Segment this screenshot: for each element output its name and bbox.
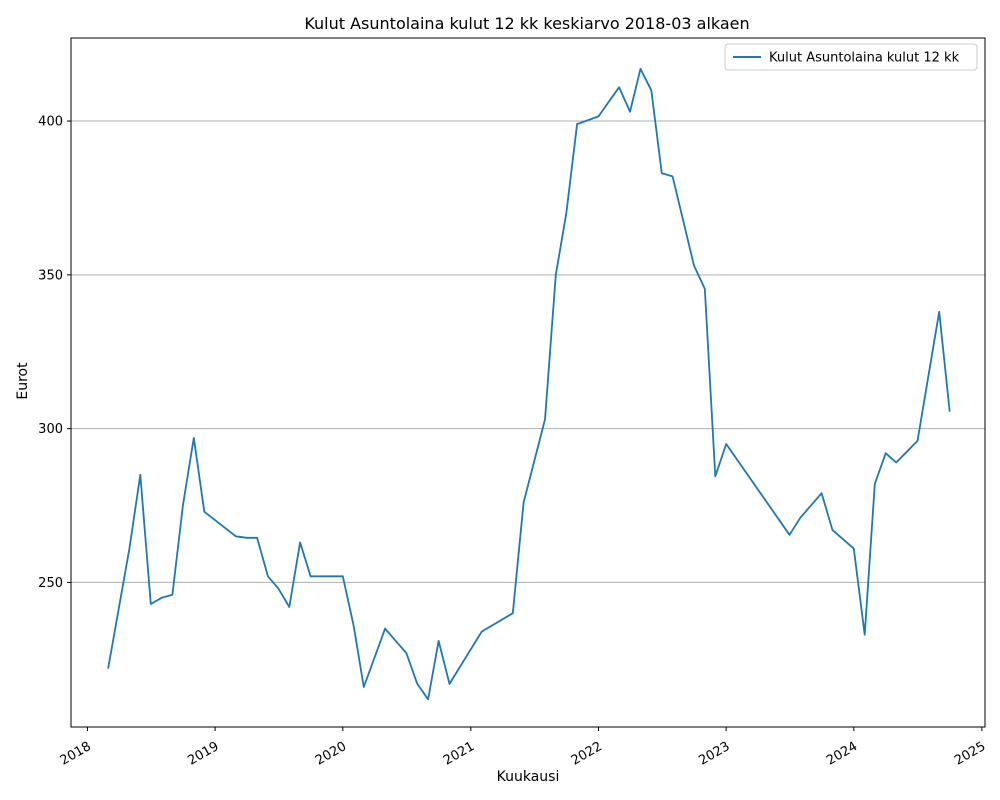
- plot-area-frame: [70, 37, 986, 728]
- y-axis-label: Eurot: [15, 362, 31, 400]
- x-axis-label: Kuukausi: [497, 769, 560, 785]
- series-line: [107, 67, 951, 701]
- chart-title: Kulut Asuntolaina kulut 12 kk keskiarvo …: [304, 14, 749, 33]
- y-tick-label: 250: [38, 576, 63, 591]
- y-tick-label: 300: [38, 422, 63, 437]
- grid-lines: [71, 120, 985, 583]
- y-tick-label: 400: [38, 115, 63, 130]
- data-series: [107, 67, 951, 701]
- y-axis-ticks: 250 300 350 400: [38, 115, 71, 591]
- y-tick-label: 350: [38, 268, 63, 283]
- legend: Kulut Asuntolaina kulut 12 kk: [724, 43, 978, 71]
- legend-box: [724, 43, 978, 71]
- legend-label: Kulut Asuntolaina kulut 12 kk: [769, 51, 960, 66]
